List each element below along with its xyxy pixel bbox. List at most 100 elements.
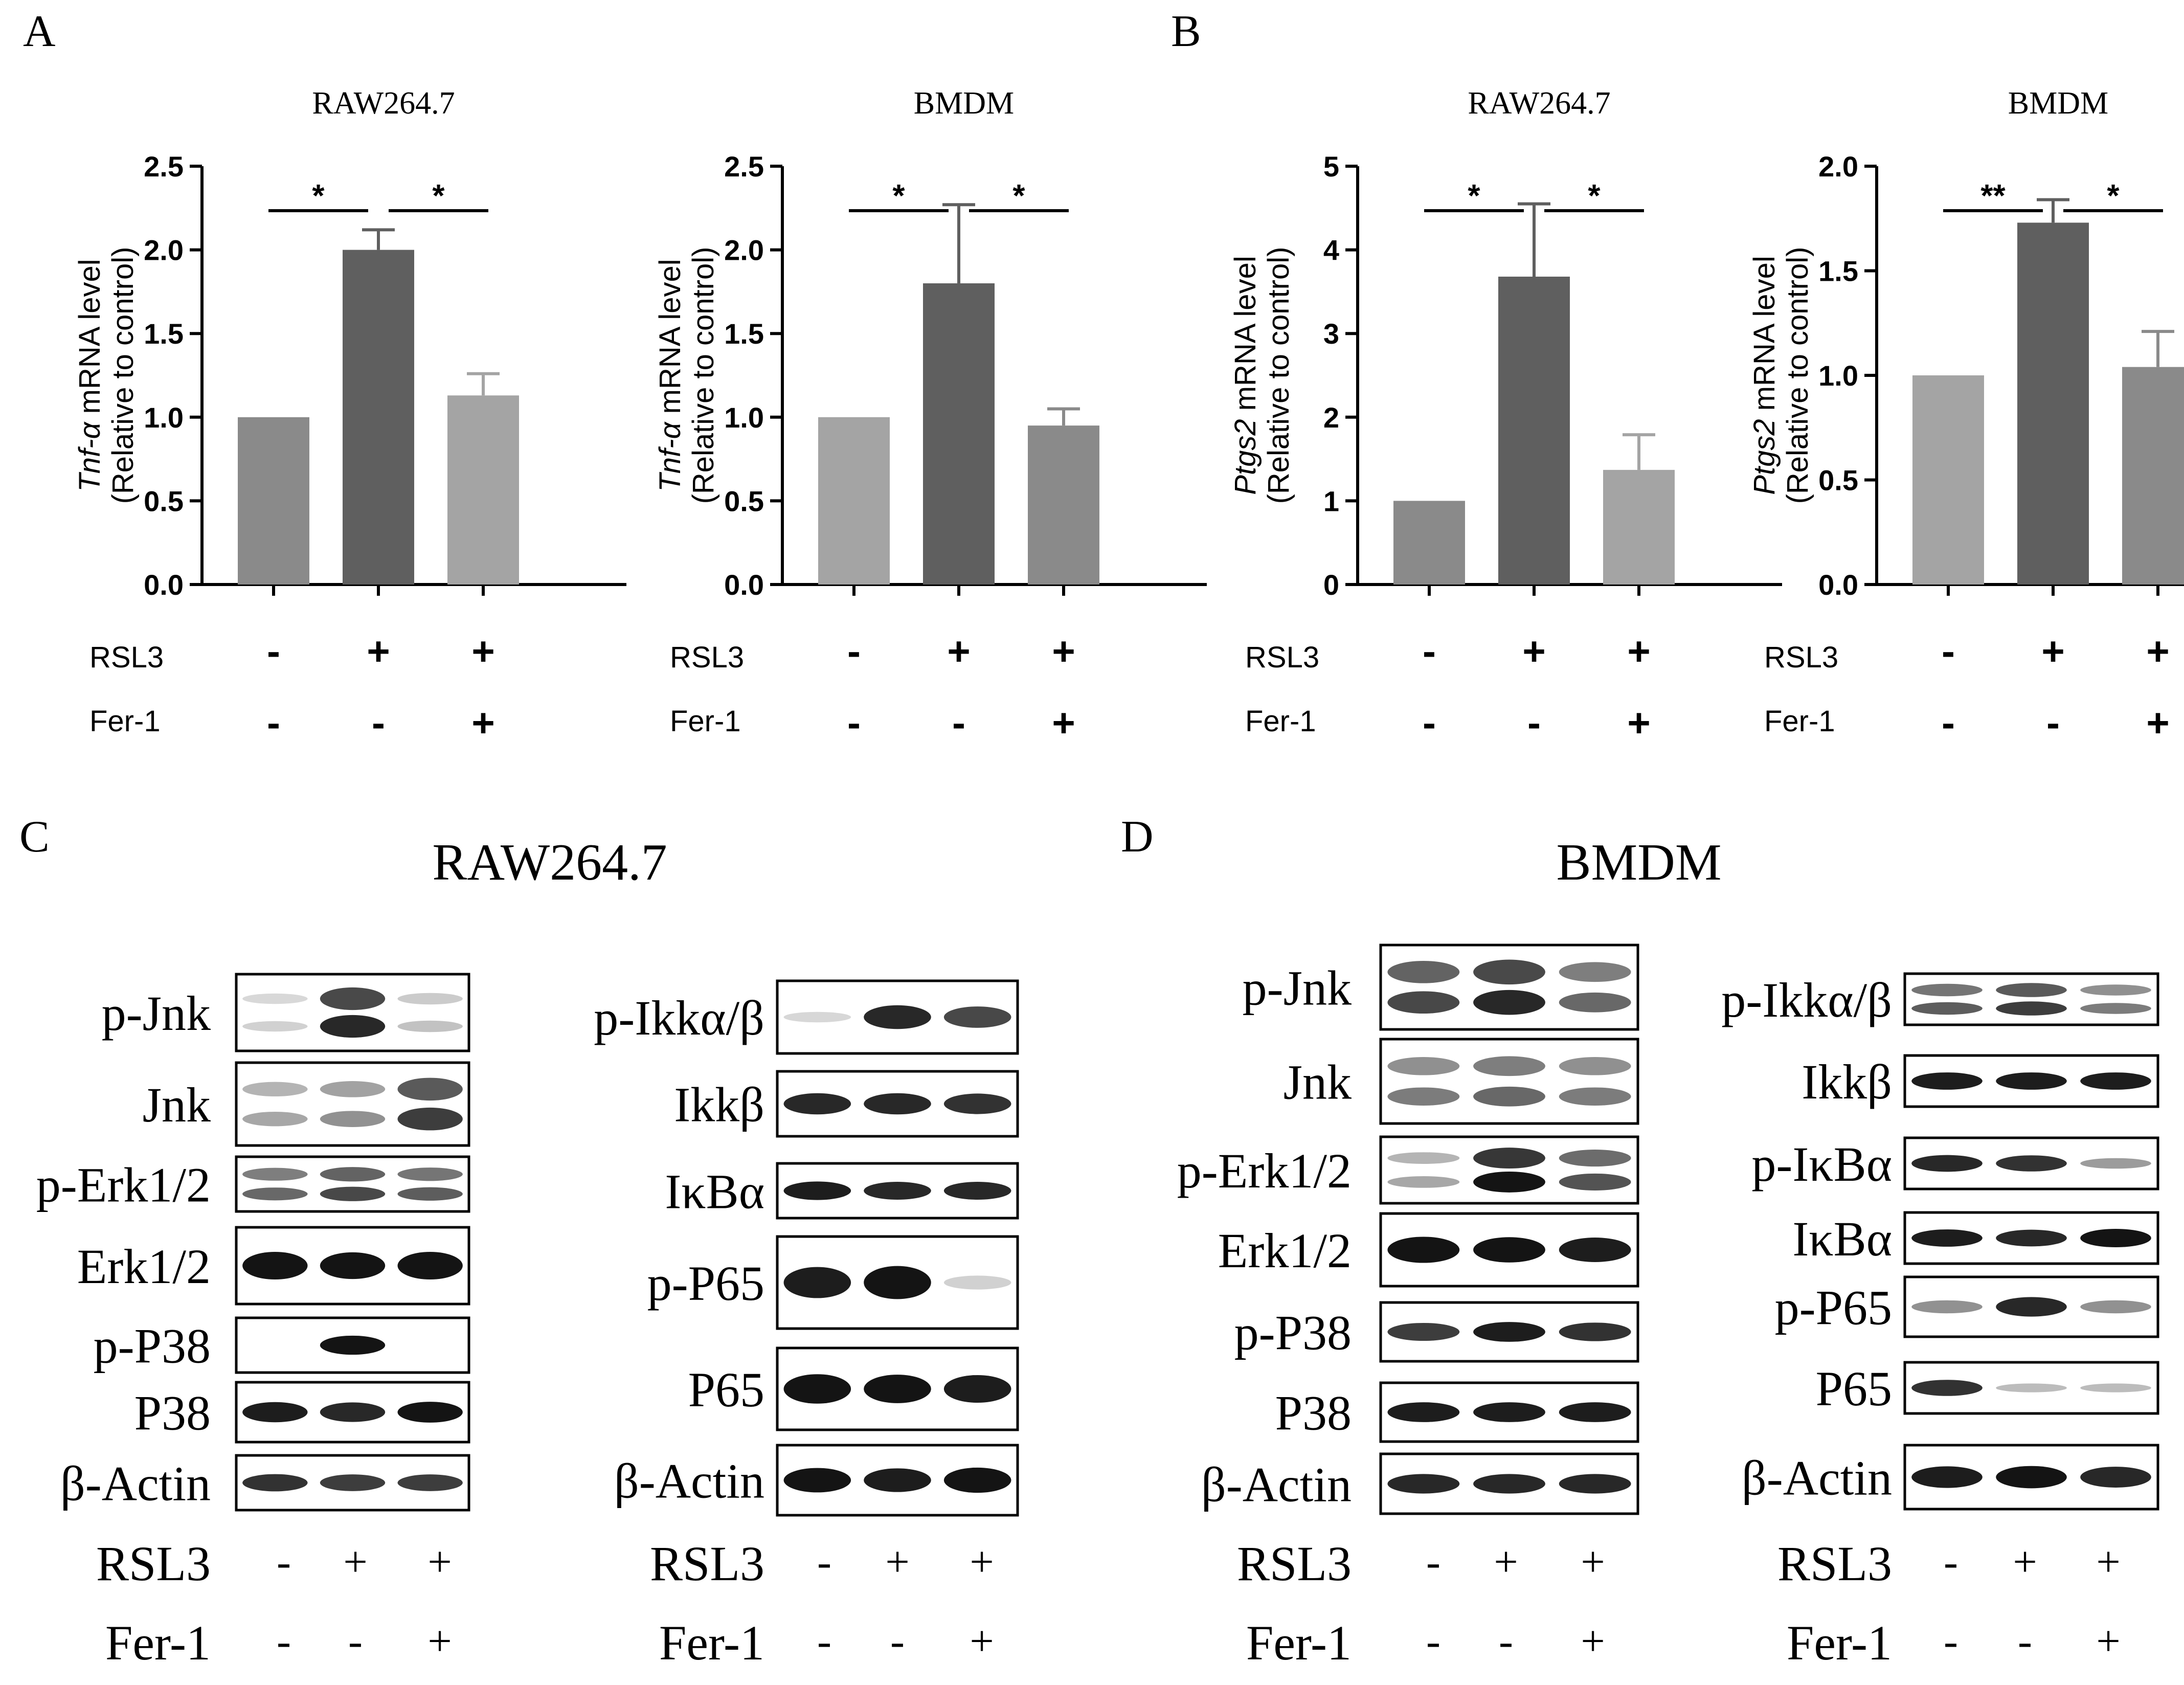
blot-band [1559, 1322, 1631, 1341]
y-tick-label: 2.0 [1818, 150, 1858, 183]
blot-band [1911, 1300, 1983, 1314]
blot-band [2080, 1229, 2151, 1247]
blot-row: p-Erk1/2 [1177, 1135, 1639, 1205]
bar [2017, 222, 2089, 585]
fer1-sign: - [890, 1617, 905, 1665]
bar-chart-1: RAW264.7 Tnf-α mRNA level (Relative to con… [73, 86, 626, 745]
bar [2122, 367, 2184, 585]
rsl3-sign: + [367, 628, 390, 673]
rsl3-sign: - [277, 1538, 291, 1586]
blot-band [783, 1012, 851, 1023]
blot-band [783, 1267, 851, 1298]
chart-title: BMDM [914, 86, 1014, 121]
fer1-sign: + [2146, 700, 2170, 745]
protein-label: p-Jnk [102, 986, 211, 1041]
bar-chart-4: BMDM Ptgs2 mRNA level (Relative to control… [1748, 86, 2184, 745]
blot-band [943, 1182, 1011, 1200]
rsl3-row-label: RSL3 [1764, 641, 1838, 674]
blot-band [1559, 1057, 1631, 1075]
blot-band [1996, 983, 2067, 997]
blot-band [1387, 991, 1460, 1014]
fer1-row-label: Fer-1 [1787, 1615, 1892, 1670]
rsl3-row-label: RSL3 [96, 1536, 211, 1591]
protein-label: p-P38 [1234, 1306, 1352, 1360]
y-tick-label: 1 [1323, 485, 1339, 517]
blot-row: β-Actin [1201, 1452, 1639, 1515]
blot-band [1996, 1001, 2067, 1016]
blot-band [1387, 1322, 1460, 1341]
y-tick-label: 0.5 [144, 485, 184, 517]
protein-label: IκBα [1792, 1211, 1892, 1266]
fer1-sign: + [1581, 1617, 1605, 1665]
blot-band [320, 1186, 386, 1201]
blot-band [2080, 984, 2151, 996]
blot-band [1473, 1086, 1545, 1107]
blot-row: p-Jnk [1243, 943, 1639, 1031]
significance-marker: * [432, 178, 445, 214]
blot-frame [1903, 972, 2159, 1026]
blot-band [2080, 1383, 2151, 1392]
y-tick-label: 1.5 [1818, 255, 1858, 287]
blot-row: β-Actin [1742, 1444, 2159, 1511]
protein-label: Jnk [143, 1077, 211, 1132]
blot-band [2080, 1072, 2151, 1090]
chart-title: RAW264.7 [312, 86, 455, 121]
protein-label: p-Erk1/2 [36, 1158, 211, 1212]
blot-band [1473, 1322, 1545, 1342]
bar [1912, 375, 1984, 585]
chart-title: BMDM [2008, 86, 2108, 121]
blot-band [1387, 960, 1460, 983]
blot-row: p-Ikkα/β [594, 979, 1019, 1055]
rsl3-row-label: RSL3 [89, 641, 164, 674]
rsl3-sign: + [947, 628, 971, 673]
blot-frame [1379, 1038, 1639, 1125]
y-tick-label: 1.5 [144, 318, 184, 350]
blot-row: p-P38 [94, 1316, 470, 1374]
blot-band [242, 1402, 308, 1423]
blot-band [943, 1467, 1011, 1493]
rsl3-sign: - [1944, 1538, 1958, 1586]
bar-charts-row: RAW264.7 Tnf-α mRNA level (Relative to con… [73, 86, 2184, 745]
protein-label: p-Ikkα/β [594, 991, 764, 1045]
blot-band [242, 1111, 308, 1127]
blot-band [320, 1167, 386, 1182]
y-axis-label-line2: (Relative to control) [687, 247, 720, 504]
y-tick-label: 2.5 [144, 150, 184, 183]
blot-band [1911, 1466, 1983, 1488]
y-tick-label: 2.0 [144, 234, 184, 266]
blot-row: p-Erk1/2 [36, 1155, 470, 1213]
blot-band [1473, 959, 1545, 985]
blot-band [1387, 1152, 1460, 1164]
blot-row: P65 [688, 1346, 1019, 1431]
blot-row: p-P38 [1234, 1301, 1639, 1363]
fer1-sign: - [817, 1617, 831, 1665]
bar [447, 395, 519, 585]
fer1-row-label: Fer-1 [1764, 705, 1835, 738]
blot-band [1559, 1402, 1631, 1422]
blot-frame [1379, 1135, 1639, 1205]
blot-band [2080, 1003, 2151, 1014]
blot-row: Erk1/2 [1218, 1212, 1639, 1288]
y-axis-label: Tnf-α mRNA level [73, 259, 106, 491]
chart-title: RAW264.7 [1468, 86, 1610, 121]
blot-band [1911, 1380, 1983, 1396]
fer1-sign: + [2096, 1617, 2120, 1665]
rsl3-sign: - [267, 628, 280, 673]
protein-label: p-Jnk [1243, 961, 1352, 1016]
blot-row: β-Actin [614, 1444, 1019, 1517]
protein-label: p-IκBα [1751, 1137, 1892, 1192]
fer1-sign: - [267, 700, 280, 745]
protein-label: P38 [134, 1386, 211, 1441]
y-axis-label-line2: (Relative to control) [1781, 247, 1814, 504]
rsl3-sign: + [1522, 628, 1546, 673]
rsl3-sign: + [1052, 628, 1075, 673]
y-tick-label: 2.5 [724, 150, 764, 183]
blot-band [397, 1402, 463, 1423]
blot-band [397, 1107, 463, 1131]
blot-row: IκBα [1792, 1211, 2159, 1266]
blot-band [783, 1468, 851, 1493]
rsl3-row-label: RSL3 [1237, 1536, 1352, 1591]
blot-band [1996, 1466, 2067, 1489]
blot-band [1996, 1155, 2067, 1172]
blot-frame [235, 973, 470, 1052]
